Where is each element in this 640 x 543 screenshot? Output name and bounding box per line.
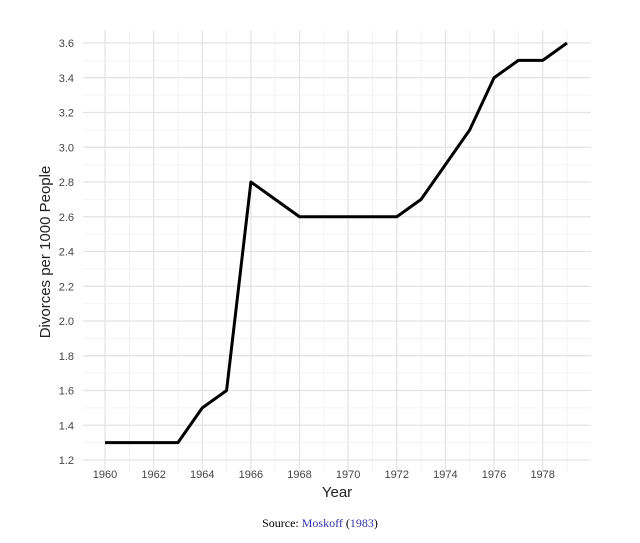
x-tick-labels: 1960 1962 1964 1966 1968 1970 1972 1974 1976 1978 (93, 469, 555, 481)
x-axis-label: Year (322, 484, 352, 501)
citation-year-link[interactable]: 1983 (349, 516, 374, 530)
y-axis-label: Divorces per 1000 People (37, 166, 54, 339)
y-tick-label: 1.6 (59, 386, 74, 398)
y-tick-label: 3.2 (59, 108, 74, 120)
caption-open-paren: ( (345, 516, 350, 530)
y-tick-label: 1.4 (59, 420, 74, 432)
caption-close-paren: ) (373, 516, 378, 530)
series-line (105, 41, 568, 445)
y-tick-label: 2.4 (59, 247, 74, 259)
x-tick-label: 1964 (190, 469, 214, 481)
x-tick-label: 1968 (287, 469, 311, 481)
x-tick-label: 1966 (239, 469, 263, 481)
y-tick-label: 3.0 (59, 142, 74, 154)
citation-author-link[interactable]: Moskoff (301, 516, 343, 530)
x-tick-label: 1962 (141, 469, 165, 481)
y-tick-label: 2.6 (59, 212, 74, 224)
y-tick-label: 3.6 (59, 38, 74, 50)
x-tick-label: 1960 (93, 469, 117, 481)
caption-prefix: Source: (262, 516, 299, 530)
y-tick-label: 1.8 (59, 351, 74, 363)
x-tick-label: 1978 (530, 469, 554, 481)
grid (83, 30, 591, 472)
x-tick-label: 1976 (482, 469, 506, 481)
y-tick-labels: 1.2 1.4 1.6 1.8 2.0 2.2 2.4 2.6 2.8 3.0 3.2 3.4 3.6 (59, 38, 74, 467)
x-tick-label: 1970 (336, 469, 360, 481)
y-tick-label: 2.8 (59, 177, 74, 189)
y-tick-label: 2.0 (59, 316, 74, 328)
y-tick-label: 2.2 (59, 281, 74, 293)
y-tick-label: 3.4 (59, 73, 74, 85)
x-tick-label: 1974 (433, 469, 457, 481)
source-caption: Source: Moskoff (1983) (0, 516, 640, 531)
y-tick-label: 1.2 (59, 455, 74, 467)
x-tick-label: 1972 (385, 469, 409, 481)
